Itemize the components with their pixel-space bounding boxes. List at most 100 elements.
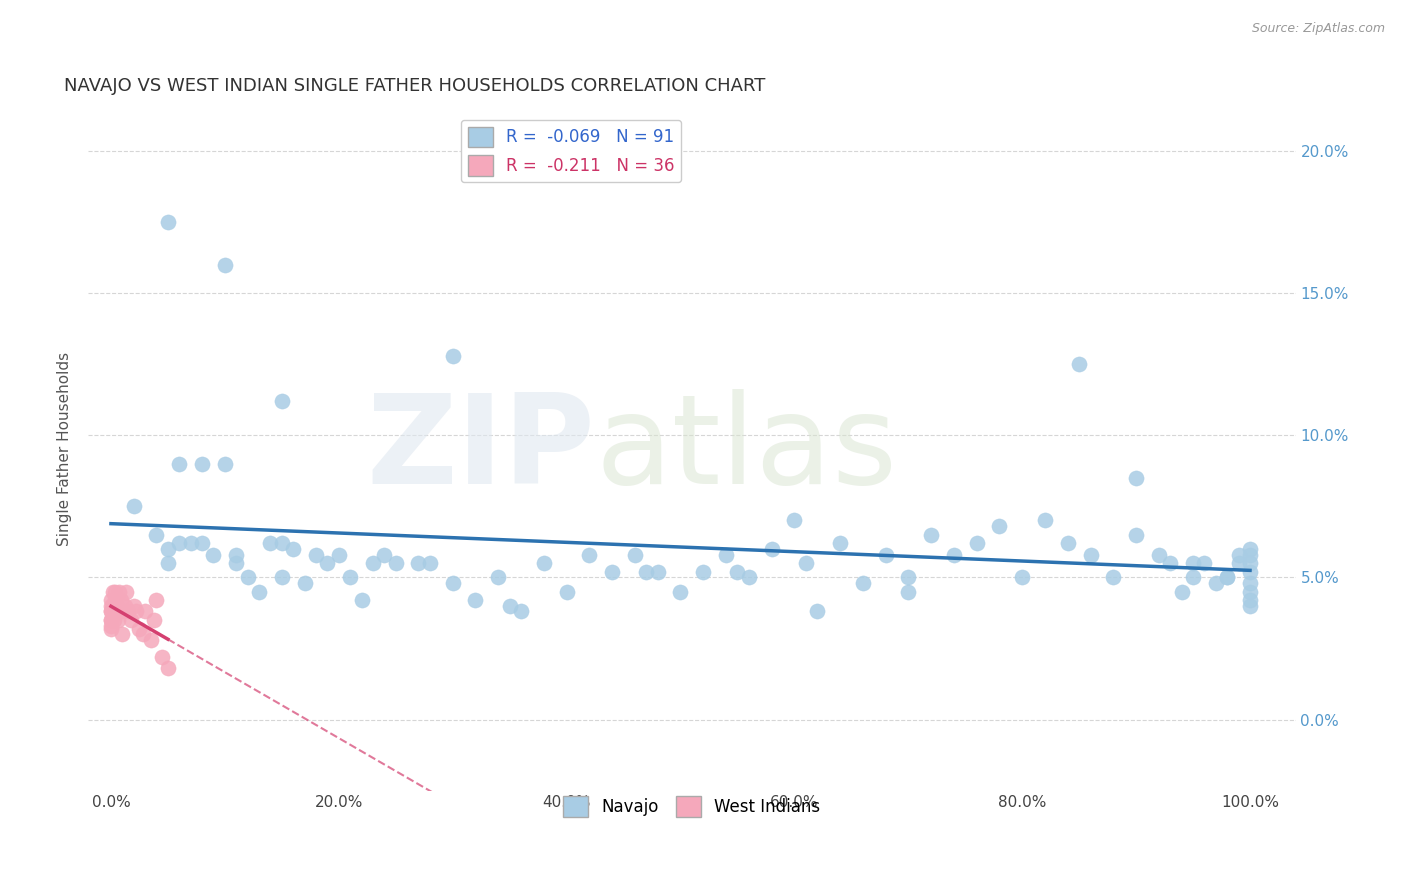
Y-axis label: Single Father Households: Single Father Households (58, 352, 72, 547)
Point (897, 584, 920, 599)
Point (669, 584, 692, 599)
Point (125, 604, 148, 618)
Point (942, 548, 965, 562)
Text: NAVAJO VS WEST INDIAN SINGLE FATHER HOUSEHOLDS CORRELATION CHART: NAVAJO VS WEST INDIAN SINGLE FATHER HOUS… (65, 78, 765, 95)
Point (225, 556, 247, 570)
Point (270, 536, 292, 550)
Point (828, 536, 851, 550)
Point (156, 556, 179, 570)
Point (108, 584, 131, 599)
Point (103, 604, 125, 618)
Point (132, 627, 155, 641)
Point (498, 599, 520, 613)
Point (373, 548, 395, 562)
Point (1170, 584, 1192, 599)
Point (1205, 576, 1227, 591)
Point (328, 548, 350, 562)
Point (1080, 548, 1102, 562)
Point (169, 536, 191, 550)
Point (1239, 599, 1261, 613)
Point (725, 565, 748, 579)
Point (100, 618, 122, 632)
Point (111, 627, 134, 641)
Point (103, 613, 125, 627)
Point (143, 613, 166, 627)
Point (761, 541, 783, 556)
Point (225, 548, 247, 562)
Point (104, 584, 127, 599)
Point (1239, 576, 1261, 591)
Point (100, 593, 122, 607)
Point (1239, 548, 1261, 562)
Point (214, 457, 236, 471)
Point (1147, 548, 1170, 562)
Point (100, 604, 122, 618)
Point (117, 604, 139, 618)
Point (156, 541, 179, 556)
Point (156, 661, 179, 675)
Text: Source: ZipAtlas.com: Source: ZipAtlas.com (1251, 22, 1385, 36)
Point (408, 556, 430, 570)
Point (169, 457, 191, 471)
Point (714, 548, 737, 562)
Point (108, 604, 131, 618)
Point (110, 593, 132, 607)
Point (692, 565, 714, 579)
Point (339, 570, 361, 584)
Point (1239, 556, 1261, 570)
Point (100, 613, 122, 627)
Point (150, 649, 173, 664)
Point (1182, 570, 1205, 584)
Point (111, 604, 134, 618)
Point (1227, 556, 1250, 570)
Point (122, 599, 145, 613)
Text: atlas: atlas (595, 389, 897, 510)
Point (114, 584, 136, 599)
Point (1239, 584, 1261, 599)
Point (180, 536, 202, 550)
Point (1239, 541, 1261, 556)
Point (875, 548, 897, 562)
Point (1125, 527, 1147, 541)
Point (1216, 570, 1239, 584)
Point (145, 527, 167, 541)
Point (1216, 570, 1239, 584)
Point (156, 215, 179, 229)
Point (100, 613, 122, 627)
Point (486, 570, 509, 584)
Point (100, 622, 122, 636)
Point (1033, 513, 1056, 527)
Point (361, 556, 384, 570)
Point (636, 565, 658, 579)
Point (441, 576, 464, 591)
Point (103, 584, 125, 599)
Point (259, 536, 281, 550)
Point (120, 613, 142, 627)
Point (114, 599, 136, 613)
Point (920, 527, 942, 541)
Point (134, 604, 156, 618)
Point (100, 599, 122, 613)
Point (283, 541, 305, 556)
Point (783, 513, 806, 527)
Point (247, 584, 270, 599)
Point (600, 565, 623, 579)
Point (555, 584, 578, 599)
Point (897, 570, 920, 584)
Point (202, 548, 225, 562)
Point (316, 556, 339, 570)
Point (305, 548, 328, 562)
Point (1227, 548, 1250, 562)
Point (107, 613, 129, 627)
Point (1125, 471, 1147, 485)
Point (350, 593, 373, 607)
Point (1069, 357, 1091, 371)
Point (105, 604, 128, 618)
Point (966, 536, 988, 550)
Point (419, 556, 441, 570)
Point (191, 536, 214, 550)
Point (1194, 556, 1216, 570)
Point (1239, 593, 1261, 607)
Point (1102, 570, 1125, 584)
Point (806, 604, 828, 618)
